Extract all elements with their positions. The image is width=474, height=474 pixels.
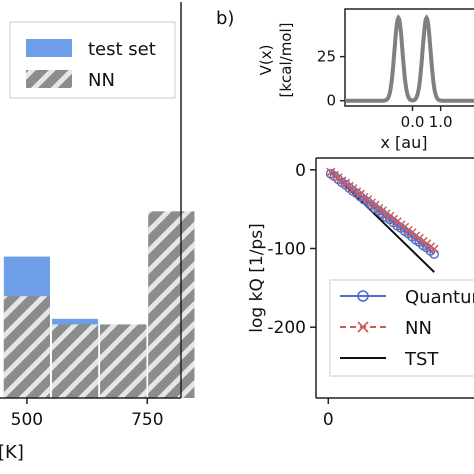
legend-label-nn: NN [88,70,115,91]
legend-swatch-nn [26,70,72,88]
legend-label-tst: TST [404,349,439,370]
legend-marker-nn [357,321,369,333]
histogram-x-label: [K] [0,442,24,463]
rate-x-tick-label-0: 0 [323,410,334,430]
rate-chart: 0 -100 -200 0 log kQ [1/ps] Quantum NN TST [247,157,474,430]
rate-y-label: log kQ [1/ps] [247,223,267,332]
panel-label: b) [216,8,234,29]
histogram-x-ticks: 500 750 [11,398,164,430]
legend-marker-quantum [357,290,369,302]
rate-legend: Quantum NN TST [329,279,474,377]
potential-x-tick-label-1: 1.0 [429,113,453,131]
rate-series [325,167,440,273]
histogram-tick-label-500: 500 [11,410,43,430]
potential-frame [344,8,474,107]
histogram-legend: test set NN [9,21,176,99]
potential-y-label: V(x) [257,45,275,76]
histogram-chart: 500 750 [K] test set NN [0,2,195,463]
rate-y-tick-label-0: 0 [295,161,306,181]
legend-label-test-set: test set [88,39,156,60]
rate-ticks: 0 -100 -200 0 [267,161,333,430]
potential-curve [345,14,474,103]
legend-swatch-test-set [26,39,72,57]
potential-chart: 0.0 1.0 0 25 x [au] V(x) [kcal/mol] [257,8,474,152]
point-nn-28 [429,244,439,254]
rate-y-tick-label--200: -200 [267,318,306,338]
potential-y-tick-label-0: 0 [326,92,336,110]
bar-nn-700 [100,324,147,398]
legend-label-quantum: Quantum [405,287,474,308]
rate-y-tick-label--100: -100 [267,239,306,259]
potential-ticks: 0.0 1.0 0 25 [317,48,453,131]
bar-nn-800 [148,211,195,398]
bar-nn-600 [51,324,99,398]
potential-y-tick-label-25: 25 [317,48,336,66]
bar-nn-500 [3,296,50,398]
histogram-tick-label-750: 750 [131,410,163,430]
histogram-bars [3,211,195,398]
potential-y-label-unit: [kcal/mol] [277,22,295,97]
potential-x-tick-label-0: 0.0 [401,113,425,131]
potential-x-label: x [au] [381,133,428,152]
legend-label-nn-rate: NN [405,318,432,339]
